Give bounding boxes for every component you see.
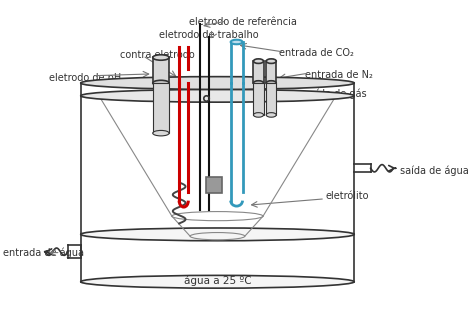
Text: eletrodo de trabalho: eletrodo de trabalho [158,30,258,40]
Bar [266,83,276,115]
Text: saída de água: saída de água [400,166,469,176]
Bar [206,177,222,193]
Ellipse shape [81,275,354,288]
Ellipse shape [266,81,276,85]
Text: entrada de CO₂: entrada de CO₂ [280,49,355,58]
Ellipse shape [254,113,264,117]
Ellipse shape [153,130,169,136]
Text: contra eletrodo: contra eletrodo [120,50,195,60]
Bar [153,83,169,133]
Ellipse shape [254,59,264,63]
Text: eletrodo de pH: eletrodo de pH [49,73,121,83]
Text: eletrodo de referência: eletrodo de referência [189,17,297,27]
Text: entrada de N₂: entrada de N₂ [305,70,373,80]
Ellipse shape [254,81,264,85]
Ellipse shape [153,80,169,86]
Text: eletrólito: eletrólito [325,191,369,201]
Bar [254,61,264,83]
Ellipse shape [231,40,243,44]
Ellipse shape [81,89,354,102]
Ellipse shape [81,77,354,89]
Text: água a 25 ºC: água a 25 ºC [183,276,251,286]
Bar [153,58,169,83]
Ellipse shape [81,228,354,241]
Ellipse shape [153,55,169,60]
Bar [266,61,276,83]
Text: entrada de água: entrada de água [3,247,84,258]
Bar [254,83,264,115]
Text: saída de gás: saída de gás [305,89,366,99]
Ellipse shape [266,113,276,117]
Ellipse shape [266,59,276,63]
